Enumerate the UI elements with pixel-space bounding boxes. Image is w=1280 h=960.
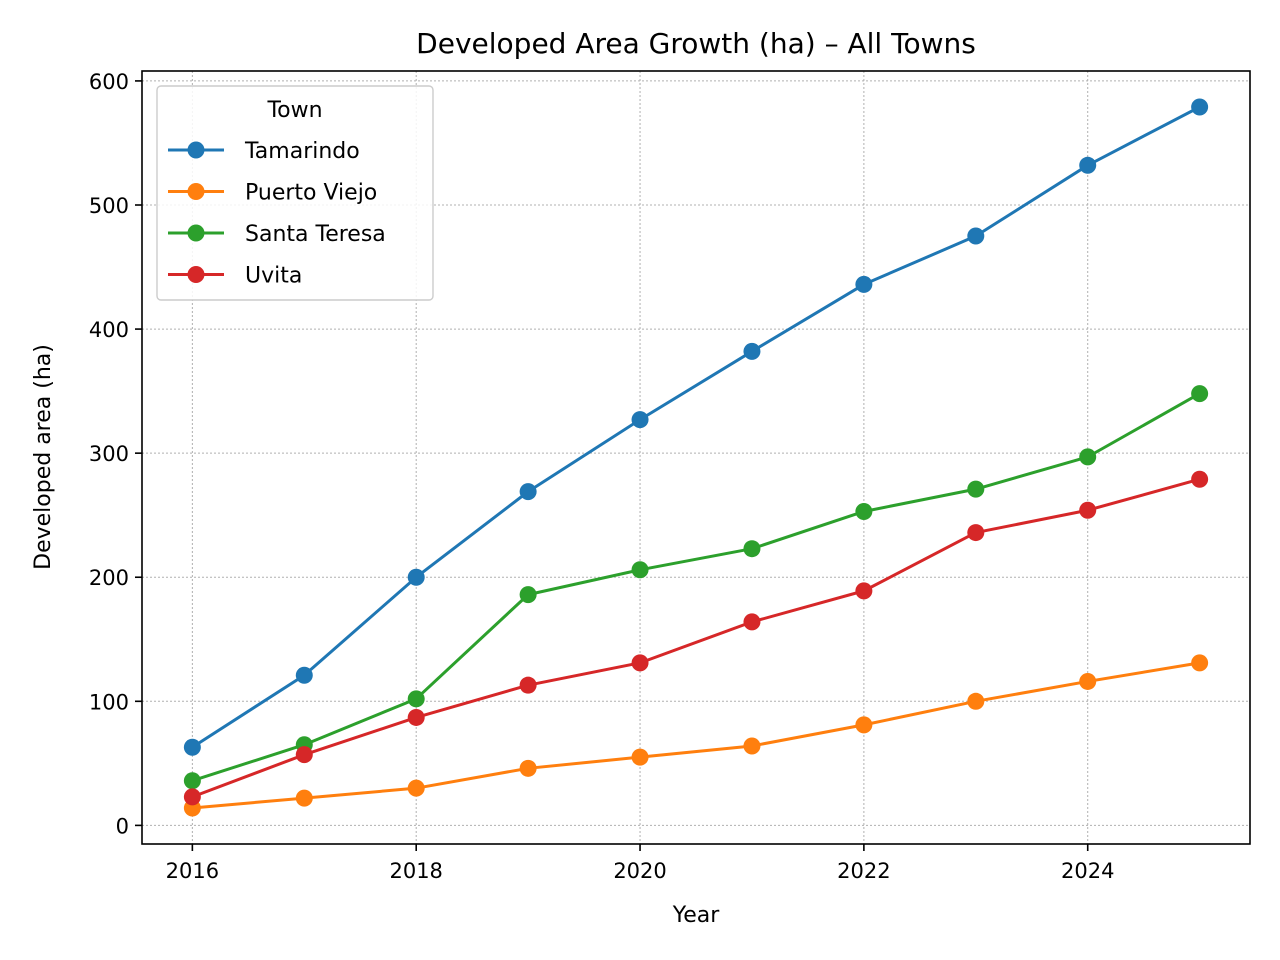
x-tick-label: 2022 (837, 859, 890, 883)
legend-label-uvita: Uvita (245, 264, 302, 289)
y-tick-label: 500 (89, 194, 129, 218)
data-point-tamarindo (183, 738, 201, 756)
legend-marker-puerto-viejo (187, 183, 205, 200)
legend-item-tamarindo: Tamarindo (168, 139, 360, 164)
legend-label-tamarindo: Tamarindo (244, 139, 360, 164)
data-point-santa-teresa (1079, 448, 1097, 466)
legend-box (156, 85, 434, 301)
y-tick-label: 100 (89, 690, 129, 714)
data-point-puerto-viejo (967, 692, 985, 710)
data-point-uvita (743, 613, 761, 631)
legend-marker-santa-teresa (187, 224, 205, 242)
legend-label-puerto-viejo: Puerto Viejo (245, 181, 377, 206)
data-point-puerto-viejo (295, 789, 313, 807)
series-line-puerto-viejo (192, 661, 1200, 810)
x-tick-label: 2018 (389, 859, 442, 883)
series-line-tamarindo (191, 105, 1201, 749)
data-point-uvita (519, 676, 537, 694)
legend-label-santa-teresa: Santa Teresa (245, 222, 386, 247)
data-point-uvita (407, 708, 425, 726)
data-point-santa-teresa (855, 502, 873, 520)
data-point-tamarindo (743, 342, 761, 360)
data-point-puerto-viejo (407, 779, 425, 797)
data-point-uvita (295, 746, 313, 764)
data-point-santa-teresa (407, 690, 425, 708)
data-point-puerto-viejo (855, 716, 873, 734)
data-point-tamarindo (519, 483, 537, 501)
series-group (183, 98, 1209, 817)
data-point-tamarindo (1079, 156, 1097, 174)
data-point-santa-teresa (1191, 385, 1209, 403)
legend-item-uvita: Uvita (168, 264, 302, 289)
chart-title: Developed Area Growth (ha) – All Towns (416, 27, 976, 60)
legend-marker-tamarindo (187, 141, 205, 159)
data-point-tamarindo (295, 666, 313, 684)
x-tick-label: 2024 (1061, 859, 1114, 883)
data-point-santa-teresa (519, 586, 537, 604)
series-line-santa-teresa (191, 392, 1201, 783)
x-axis-label: Year (672, 903, 721, 928)
y-tick-label: 400 (89, 318, 129, 342)
data-point-uvita (967, 524, 985, 542)
plot-frame (141, 70, 1251, 845)
legend-title: Town (266, 98, 322, 123)
data-point-puerto-viejo (1079, 672, 1097, 690)
legend-item-santa-teresa: Santa Teresa (168, 222, 386, 247)
data-point-uvita (1191, 470, 1209, 488)
series-tamarindo (183, 98, 1209, 756)
data-point-tamarindo (967, 227, 985, 245)
data-point-uvita (1079, 501, 1097, 519)
legend: Town Tamarindo Puerto Viejo Santa Teresa Uv… (156, 85, 434, 301)
y-tick-label: 600 (89, 70, 129, 94)
x-tick-label: 2016 (166, 859, 219, 883)
data-point-santa-teresa (743, 540, 761, 558)
series-uvita (183, 470, 1209, 806)
data-point-uvita (183, 788, 201, 806)
data-point-tamarindo (407, 568, 425, 586)
data-point-santa-teresa (967, 480, 985, 498)
axis-ticks: 2016 2018 2020 2022 2024 0 100 200 300 400 500 600 (89, 70, 1115, 883)
legend-marker-uvita (187, 266, 205, 283)
data-point-santa-teresa (631, 561, 649, 579)
data-point-puerto-viejo (1191, 654, 1209, 672)
data-point-puerto-viejo (631, 748, 649, 766)
series-line-uvita (191, 477, 1201, 799)
data-point-tamarindo (631, 411, 649, 429)
y-axis-label: Developed area (ha) (31, 344, 56, 570)
data-point-tamarindo (855, 275, 873, 293)
legend-item-puerto-viejo: Puerto Viejo (168, 181, 377, 206)
data-point-tamarindo (1191, 98, 1209, 116)
y-tick-label: 200 (89, 566, 129, 590)
y-tick-label: 0 (116, 814, 129, 838)
data-point-puerto-viejo (519, 759, 537, 777)
data-point-santa-teresa (183, 772, 201, 790)
data-point-puerto-viejo (743, 737, 761, 755)
data-point-uvita (631, 654, 649, 672)
x-tick-label: 2020 (613, 859, 666, 883)
data-point-uvita (855, 582, 873, 600)
y-tick-label: 300 (89, 442, 129, 466)
